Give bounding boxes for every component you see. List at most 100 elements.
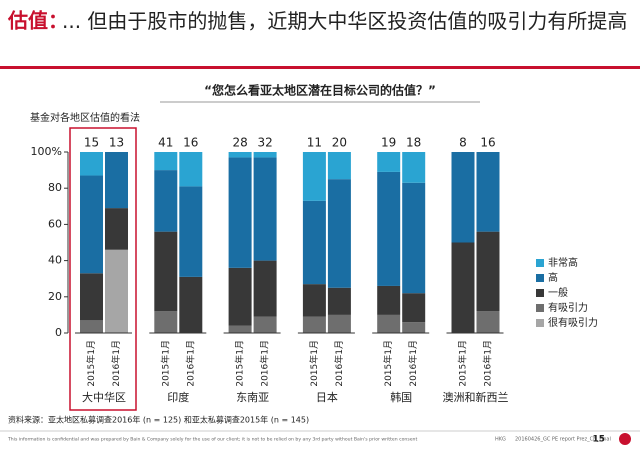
bar-segment bbox=[377, 171, 401, 286]
bar-segment bbox=[402, 293, 426, 323]
legend-label: 高 bbox=[548, 271, 558, 284]
count-label: 11 bbox=[307, 136, 322, 150]
legend-swatch bbox=[536, 304, 544, 312]
count-label: 8 bbox=[459, 136, 467, 150]
y-tick-label: 100% bbox=[31, 145, 62, 158]
legend-label: 有吸引力 bbox=[548, 301, 588, 314]
x-tick-label: 2016年1月 bbox=[333, 340, 345, 387]
bar-segment bbox=[451, 152, 475, 243]
y-tick-label: 20 bbox=[48, 290, 62, 303]
x-tick-label: 2015年1月 bbox=[234, 340, 246, 387]
group-label: 日本 bbox=[316, 390, 338, 404]
count-label: 16 bbox=[183, 136, 198, 150]
highlight-box bbox=[69, 127, 137, 411]
y-tick-label: 60 bbox=[48, 217, 62, 230]
slide-title: ... 但由于股市的抛售，近期大中华区投资估值的吸引力有所提高 bbox=[62, 9, 628, 33]
bar-segment bbox=[327, 314, 351, 333]
logo bbox=[619, 433, 631, 445]
count-label: 28 bbox=[232, 136, 247, 150]
y-tick-label: 40 bbox=[48, 254, 62, 267]
bar-segment bbox=[80, 273, 103, 321]
bar-segment bbox=[302, 152, 326, 201]
count-label: 18 bbox=[406, 136, 421, 150]
bar-segment bbox=[327, 152, 351, 180]
count-label: 19 bbox=[381, 136, 396, 150]
bar-segment bbox=[476, 152, 500, 232]
bar-segment bbox=[253, 157, 277, 261]
bar-segment bbox=[302, 284, 326, 317]
source-note: 资料来源：亚太地区私募调查2016年 (n = 125) 和亚太私募调查2015… bbox=[8, 415, 309, 425]
bar-segment bbox=[377, 152, 401, 172]
x-tick-label: 2016年1月 bbox=[110, 340, 122, 387]
x-tick-label: 2016年1月 bbox=[482, 340, 494, 387]
y-axis-label: 基金对各地区估值的看法 bbox=[30, 111, 140, 124]
bar-segment bbox=[402, 182, 426, 294]
bar-segment bbox=[80, 320, 103, 333]
bar-segment bbox=[228, 157, 252, 268]
x-tick-label: 2016年1月 bbox=[184, 340, 196, 387]
bar-segment bbox=[179, 152, 203, 187]
bar-segment bbox=[154, 152, 178, 171]
legend-label: 很有吸引力 bbox=[548, 316, 598, 329]
count-label: 15 bbox=[84, 136, 99, 150]
bar-segment bbox=[451, 242, 475, 333]
legend-swatch bbox=[536, 274, 544, 282]
x-tick-label: 2015年1月 bbox=[308, 340, 320, 387]
file-name: 20160426_GC PE report Prez_CN_Final bbox=[515, 437, 611, 443]
legend-swatch bbox=[536, 289, 544, 297]
group-label: 大中华区 bbox=[82, 390, 126, 404]
page-number: 15 bbox=[592, 435, 605, 445]
bar-segment bbox=[377, 285, 401, 315]
group-label: 澳洲和新西兰 bbox=[443, 390, 509, 404]
bar-segment bbox=[154, 231, 178, 312]
bar-segment bbox=[179, 276, 203, 333]
bar-segment bbox=[105, 249, 128, 333]
x-tick-label: 2015年1月 bbox=[159, 340, 171, 387]
bar-segment bbox=[105, 152, 128, 209]
bar-segment bbox=[154, 170, 178, 232]
bar-segment bbox=[476, 311, 500, 333]
bar-segment bbox=[302, 316, 326, 333]
bar-segment bbox=[327, 287, 351, 315]
disclaimer: This information is confidential and was… bbox=[7, 437, 417, 443]
bar-segment bbox=[80, 152, 103, 176]
legend-label: 非常高 bbox=[548, 256, 578, 269]
bar-segment bbox=[476, 231, 500, 312]
bar-segment bbox=[154, 311, 178, 333]
count-label: 32 bbox=[257, 136, 272, 150]
count-label: 13 bbox=[109, 136, 124, 150]
chart-title: “您怎么看亚太地区潜在目标公司的估值？” bbox=[204, 83, 436, 98]
bar-segment bbox=[377, 314, 401, 333]
title-prefix: 估值： bbox=[7, 9, 68, 33]
bar-segment bbox=[402, 152, 426, 183]
bar-segment bbox=[253, 260, 277, 317]
bar-segment bbox=[302, 200, 326, 285]
bar-segment bbox=[228, 267, 252, 326]
title-box: ... 但由于股市的抛售，近期大中华区投资估值的吸引力有所提高 bbox=[62, 9, 628, 33]
group-label: 韩国 bbox=[390, 390, 412, 404]
bar-segment bbox=[253, 316, 277, 333]
bar-segment bbox=[228, 152, 252, 158]
legend-swatch bbox=[536, 319, 544, 327]
bar-segment bbox=[327, 179, 351, 288]
bar-segment bbox=[253, 152, 277, 158]
y-tick-label: 80 bbox=[48, 181, 62, 194]
x-tick-label: 2016年1月 bbox=[259, 340, 271, 387]
office: HKG bbox=[495, 437, 506, 443]
legend-swatch bbox=[536, 259, 544, 267]
bar-segment bbox=[179, 186, 203, 277]
bar-segment bbox=[402, 322, 426, 333]
count-label: 20 bbox=[332, 136, 347, 150]
bar-segment bbox=[228, 325, 252, 333]
group-label: 东南亚 bbox=[236, 391, 269, 404]
y-tick-label: 0 bbox=[55, 326, 62, 339]
count-label: 16 bbox=[480, 136, 495, 150]
title-rule bbox=[0, 66, 640, 69]
bar-segment bbox=[80, 175, 103, 274]
legend-label: 一般 bbox=[548, 286, 568, 299]
bar-segment bbox=[105, 208, 128, 250]
x-tick-label: 2015年1月 bbox=[85, 340, 97, 387]
x-tick-label: 2015年1月 bbox=[457, 340, 469, 387]
x-tick-label: 2015年1月 bbox=[382, 340, 394, 387]
